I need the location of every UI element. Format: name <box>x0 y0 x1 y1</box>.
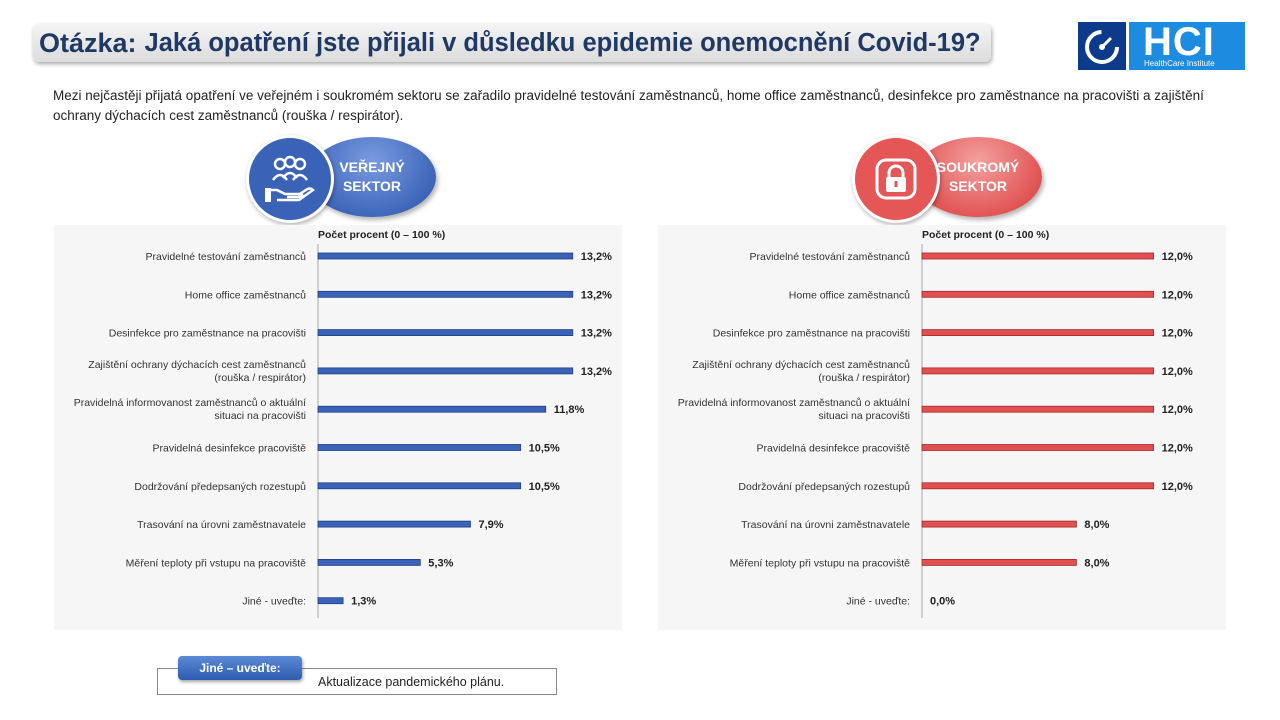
private-value-label: 12,0% <box>1162 481 1193 493</box>
private-bar <box>921 482 1155 490</box>
private-category-label: Home office zaměstnanců <box>789 289 910 301</box>
public-sector-pill: VEŘEJNÝ SEKTOR <box>308 137 436 217</box>
public-bar <box>317 520 471 528</box>
public-category-label: Měření teploty při vstupu na pracoviště <box>126 557 307 569</box>
public-value-label: 13,2% <box>581 366 612 378</box>
private-bar <box>921 405 1155 413</box>
private-category-label: (rouška / respirátor) <box>818 372 910 384</box>
private-bar <box>921 444 1155 451</box>
private-category-label: Zajištění ochrany dýchacích cest zaměstn… <box>692 359 910 371</box>
private-category-label: situaci na pracovišti <box>818 410 910 422</box>
logo-subtitle: HealthCare Institute <box>1144 59 1215 68</box>
public-category-label: situaci na pracovišti <box>214 410 306 422</box>
public-value-label: 13,2% <box>581 251 612 263</box>
logo-wordmark: HCI HealthCare Institute <box>1129 20 1245 70</box>
private-sector-line2: SEKTOR <box>948 178 1008 194</box>
public-value-label: 1,3% <box>351 596 376 608</box>
public-sector-line1: VEŘEJNÝ <box>339 159 405 175</box>
public-chart-header: Počet procent (0 – 100 %) <box>318 229 445 241</box>
private-bar <box>921 329 1155 337</box>
private-bar <box>921 520 1077 528</box>
private-category-label: Pravidelné testování zaměstnanců <box>749 251 910 263</box>
public-value-label: 13,2% <box>581 289 612 301</box>
private-value-label: 12,0% <box>1162 251 1193 263</box>
public-bar <box>317 252 574 260</box>
private-value-label: 12,0% <box>1162 366 1193 378</box>
private-category-label: Pravidelná informovanost zaměstnanců o a… <box>678 397 910 409</box>
private-bar <box>921 290 1155 298</box>
public-value-label: 10,5% <box>529 481 560 493</box>
public-value-label: 13,2% <box>581 328 612 340</box>
private-bar <box>921 367 1155 375</box>
public-bar <box>317 367 574 375</box>
public-sector-badge: VEŘEJNÝ SEKTOR <box>246 135 446 223</box>
public-sector-line2: SEKTOR <box>342 178 402 194</box>
public-category-label: Pravidelné testování zaměstnanců <box>145 251 306 263</box>
public-category-label: Home office zaměstnanců <box>185 289 306 301</box>
public-value-label: 7,9% <box>478 519 503 531</box>
lock-icon <box>852 135 940 223</box>
private-value-label: 0,0% <box>930 596 955 608</box>
private-sector-line1: SOUKROMÝ <box>936 159 1020 175</box>
public-value-label: 11,8% <box>554 404 585 416</box>
private-bar <box>921 559 1077 566</box>
public-category-label: Dodržování předepsaných rozestupů <box>134 481 306 493</box>
public-bar <box>317 405 547 413</box>
private-sector-badge: SOUKROMÝ SEKTOR <box>852 135 1052 223</box>
public-category-label: Trasování na úrovni zaměstnavatele <box>137 519 306 531</box>
public-value-label: 10,5% <box>529 443 560 455</box>
other-note-text: Aktualizace pandemického plánu. <box>318 675 505 689</box>
private-category-label: Měření teploty při vstupu na pracoviště <box>730 557 911 569</box>
public-category-label: (rouška / respirátor) <box>214 372 306 384</box>
public-bar <box>317 482 522 490</box>
intro-text: Mezi nejčastěji přijatá opatření ve veře… <box>53 88 1204 123</box>
other-note-tag: Jiné – uveďte: <box>178 656 302 680</box>
question-text: Jaká opatření jste přijali v důsledku ep… <box>144 28 981 57</box>
logo-hci-text: HCI <box>1143 20 1215 64</box>
private-value-label: 8,0% <box>1084 519 1109 531</box>
private-value-label: 8,0% <box>1084 557 1109 569</box>
public-bar <box>317 329 574 337</box>
public-category-label: Zajištění ochrany dýchacích cest zaměstn… <box>88 359 306 371</box>
public-bar <box>317 559 421 566</box>
people-hand-icon <box>246 135 334 223</box>
private-value-label: 12,0% <box>1162 328 1193 340</box>
hci-logo: HCI HealthCare Institute <box>1078 20 1245 70</box>
public-category-label: Pravidelná informovanost zaměstnanců o a… <box>74 397 306 409</box>
private-category-label: Jiné - uveďte: <box>846 596 910 608</box>
public-bar <box>317 444 522 451</box>
public-category-label: Jiné - uveďte: <box>242 596 306 608</box>
private-bar <box>921 252 1155 260</box>
public-bar <box>317 290 574 298</box>
question-label: Otázka: <box>39 27 137 58</box>
private-category-label: Dodržování předepsaných rozestupů <box>738 481 910 493</box>
public-bar <box>317 597 344 605</box>
private-value-label: 12,0% <box>1162 404 1193 416</box>
public-value-label: 5,3% <box>428 557 453 569</box>
private-category-label: Pravidelná desinfekce pracoviště <box>756 443 910 455</box>
gauge-icon <box>1078 22 1126 70</box>
private-category-label: Trasování na úrovni zaměstnavatele <box>741 519 910 531</box>
question-title: Otázka: Jaká opatření jste přijali v důs… <box>33 24 991 62</box>
private-value-label: 12,0% <box>1162 443 1193 455</box>
private-chart-header: Počet procent (0 – 100 %) <box>922 229 1049 241</box>
private-value-label: 12,0% <box>1162 289 1193 301</box>
public-category-label: Pravidelná desinfekce pracoviště <box>152 443 306 455</box>
public-category-label: Desinfekce pro zaměstnance na pracovišti <box>109 328 306 340</box>
private-category-label: Desinfekce pro zaměstnance na pracovišti <box>713 328 910 340</box>
